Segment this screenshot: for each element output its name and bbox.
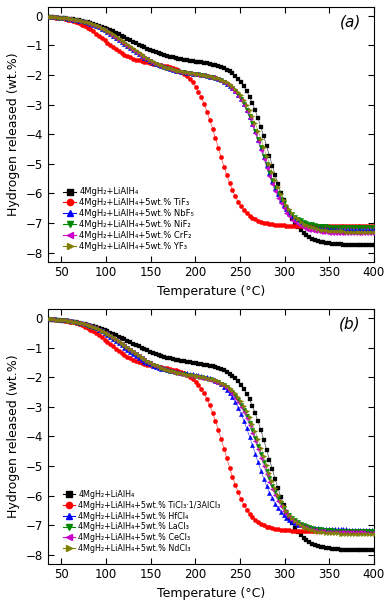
X-axis label: Temperature (°C): Temperature (°C) bbox=[157, 285, 265, 298]
Text: (b): (b) bbox=[339, 317, 361, 331]
Legend: 4MgH₂+LiAlH₄, 4MgH₂+LiAlH₄+5wt.% TiF₃, 4MgH₂+LiAlH₄+5wt.% NbF₅, 4MgH₂+LiAlH₄+5wt: 4MgH₂+LiAlH₄, 4MgH₂+LiAlH₄+5wt.% TiF₃, 4… bbox=[62, 186, 196, 253]
Y-axis label: Hydrogen released (wt.%): Hydrogen released (wt.%) bbox=[7, 52, 20, 216]
Text: (a): (a) bbox=[339, 15, 361, 30]
Legend: 4MgH₂+LiAlH₄, 4MgH₂+LiAlH₄+5wt.% TiCl₃·1/3AlCl₃, 4MgH₂+LiAlH₄+5wt.% HfCl₄, 4MgH₂: 4MgH₂+LiAlH₄, 4MgH₂+LiAlH₄+5wt.% TiCl₃·1… bbox=[62, 489, 222, 555]
X-axis label: Temperature (°C): Temperature (°C) bbox=[157, 587, 265, 600]
Y-axis label: Hydrogen released (wt.%): Hydrogen released (wt.%) bbox=[7, 354, 20, 518]
